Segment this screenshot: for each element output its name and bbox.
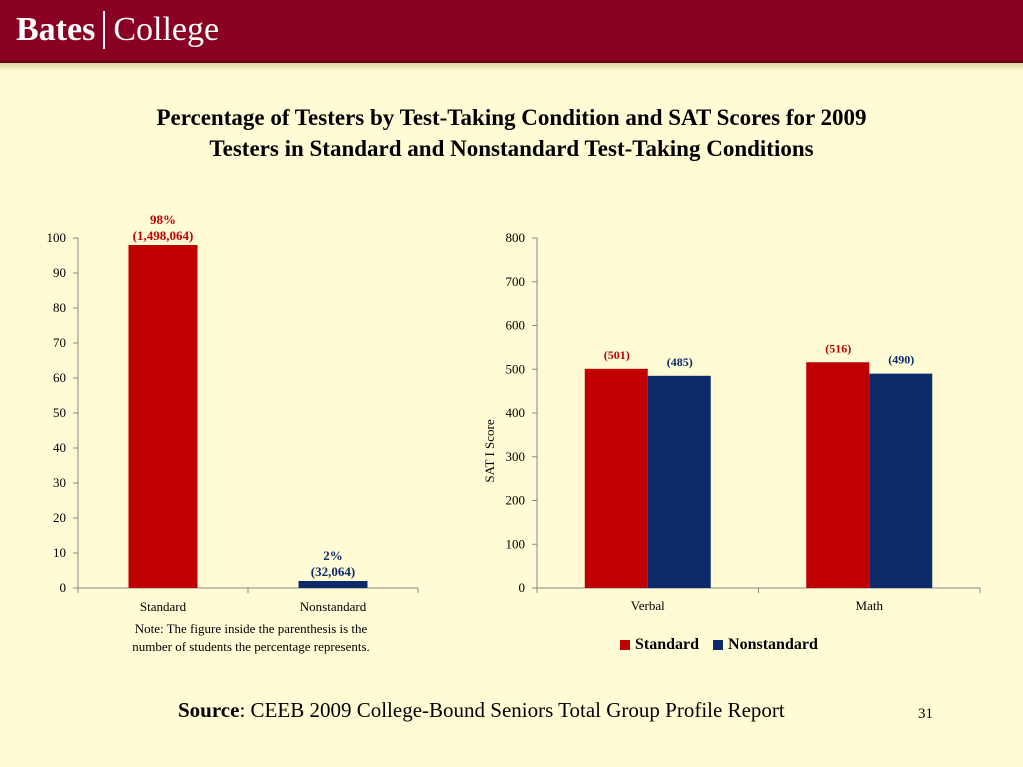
chart1-bar-standard bbox=[128, 245, 198, 588]
header-banner: Bates College bbox=[0, 0, 1023, 63]
logo-college-text: College bbox=[113, 11, 220, 48]
bates-college-logo: Bates College bbox=[16, 6, 219, 54]
slide-title: Percentage of Testers by Test-Taking Con… bbox=[60, 102, 963, 164]
chart1-y-tick-label: 10 bbox=[53, 545, 66, 560]
chart2-data-label: (516) bbox=[825, 341, 851, 355]
chart1-y-tick-label: 40 bbox=[53, 440, 66, 455]
logo-divider bbox=[103, 11, 106, 49]
chart2-y-tick-label: 700 bbox=[506, 274, 526, 289]
chart1-data-label-percent: 2% bbox=[323, 548, 343, 563]
title-line-1: Percentage of Testers by Test-Taking Con… bbox=[156, 105, 867, 130]
legend-label-standard: Standard bbox=[635, 636, 700, 653]
chart2-bar-verbal-nonstandard bbox=[647, 375, 711, 588]
source-label: Source bbox=[178, 698, 240, 722]
chart2-x-label: Math bbox=[856, 598, 884, 613]
chart2-y-tick-label: 600 bbox=[506, 318, 526, 333]
chart1-x-label: Standard bbox=[140, 599, 187, 614]
legend-label-nonstandard: Nonstandard bbox=[728, 636, 818, 653]
chart2-data-label: (501) bbox=[604, 348, 630, 362]
source-citation: Source: CEEB 2009 College-Bound Seniors … bbox=[178, 698, 785, 723]
page-number: 31 bbox=[918, 706, 933, 722]
chart2-y-tick-label: 200 bbox=[506, 493, 526, 508]
source-text: : CEEB 2009 College-Bound Seniors Total … bbox=[239, 698, 785, 722]
note-line-2: number of students the percentage repres… bbox=[132, 639, 370, 654]
chart2-y-tick-label: 300 bbox=[506, 449, 526, 464]
chart2-bar-verbal-standard bbox=[584, 368, 648, 588]
chart-note: Note: The figure inside the parenthesis … bbox=[96, 620, 406, 656]
chart1-data-label-count: (1,498,064) bbox=[133, 228, 194, 243]
chart1-y-tick-label: 30 bbox=[53, 475, 66, 490]
chart2-y-tick-label: 0 bbox=[519, 580, 526, 595]
chart2-data-label: (485) bbox=[667, 355, 693, 369]
chart1-bar-nonstandard bbox=[298, 581, 368, 588]
legend-swatch-nonstandard bbox=[713, 640, 724, 650]
chart1-y-tick-label: 60 bbox=[53, 370, 66, 385]
chart2-x-label: Verbal bbox=[631, 598, 665, 613]
chart1-y-tick-label: 0 bbox=[60, 580, 67, 595]
banner-shadow bbox=[0, 63, 1023, 71]
legend-swatch-standard bbox=[620, 640, 630, 650]
chart1-data-label-count: (32,064) bbox=[311, 564, 355, 579]
legend-item-standard: Standard bbox=[620, 636, 699, 654]
chart2-data-label: (490) bbox=[888, 353, 914, 367]
chart1-x-label: Nonstandard bbox=[300, 599, 367, 614]
chart1-data-label-percent: 98% bbox=[150, 212, 176, 227]
chart2-bar-math-nonstandard bbox=[869, 373, 933, 588]
title-line-2: Testers in Standard and Nonstandard Test… bbox=[209, 136, 814, 161]
chart-legend: Standard Nonstandard bbox=[620, 636, 832, 654]
chart1-y-tick-label: 70 bbox=[53, 335, 66, 350]
note-line-1: Note: The figure inside the parenthesis … bbox=[134, 621, 368, 636]
logo-bates-text: Bates bbox=[16, 11, 96, 48]
chart1-y-tick-label: 100 bbox=[47, 230, 67, 245]
legend-item-nonstandard: Nonstandard bbox=[713, 636, 818, 654]
chart2-y-tick-label: 100 bbox=[506, 536, 526, 551]
chart2-y-axis-title: SAT I Score bbox=[482, 419, 497, 483]
chart2-y-tick-label: 400 bbox=[506, 405, 526, 420]
chart1-y-tick-label: 90 bbox=[53, 265, 66, 280]
chart1-y-tick-label: 80 bbox=[53, 300, 66, 315]
chart1-y-tick-label: 50 bbox=[53, 405, 66, 420]
chart2-bar-math-standard bbox=[806, 362, 870, 588]
chart2-y-tick-label: 500 bbox=[506, 361, 526, 376]
chart2-y-tick-label: 800 bbox=[506, 230, 526, 245]
chart1-y-tick-label: 20 bbox=[53, 510, 66, 525]
